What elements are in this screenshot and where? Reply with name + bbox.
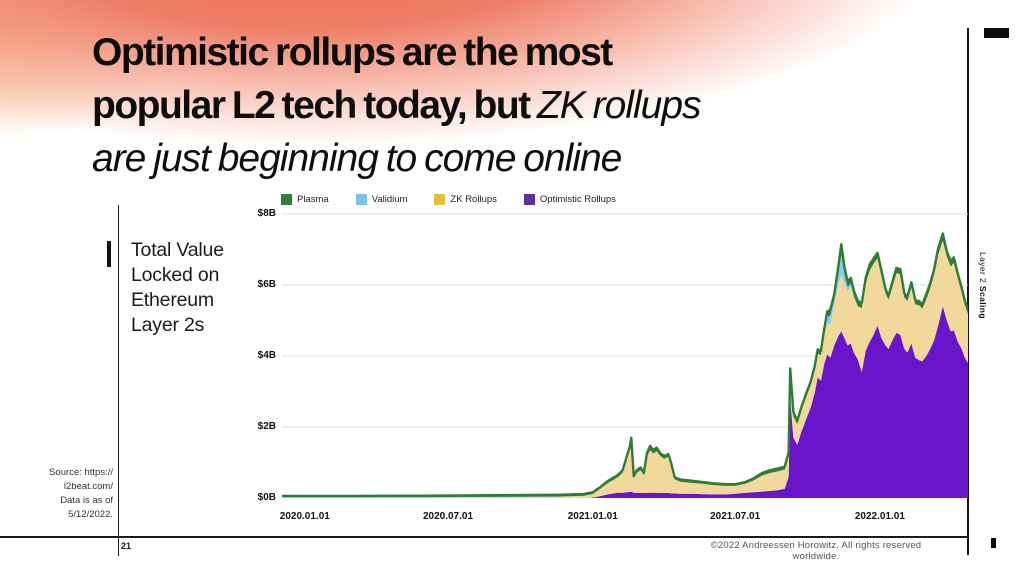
section-side-label: Layer 2 Scaling — [978, 252, 988, 362]
chart-heading-line: Locked on — [131, 264, 220, 286]
x-tick-label: 2022.01.01 — [854, 511, 905, 522]
legend-item: ZK Rollups — [434, 194, 497, 205]
legend-label: Optimistic Rollups — [539, 194, 616, 205]
area-zk-rollups — [282, 240, 968, 498]
x-tick-label: 2021.07.01 — [710, 511, 761, 522]
legend-item: Optimistic Rollups — [523, 194, 616, 205]
source-note-line: l2beat.com/ — [63, 481, 113, 492]
top-right-dash-mark — [984, 28, 1009, 38]
chart-heading-line: Ethereum — [131, 289, 214, 311]
y-tick-label: $4B — [257, 350, 276, 361]
x-tick-label: 2021.01.01 — [567, 511, 618, 522]
page-number: 21 — [121, 541, 132, 551]
title-line-1: Optimistic rollups are the most — [92, 31, 613, 74]
chart-canvas — [282, 213, 968, 498]
y-tick-label: $8B — [257, 208, 276, 219]
x-tick-label: 2020.01.01 — [279, 511, 330, 522]
legend-swatch-icon — [523, 194, 535, 205]
source-note: Source: https:// l2beat.com/Data is as of… — [18, 466, 113, 522]
area-optimistic-rollups — [282, 306, 968, 498]
y-tick-label: $2B — [257, 421, 276, 432]
chart-heading-line: Layer 2s — [131, 314, 205, 336]
legend-item: Validium — [355, 194, 408, 205]
legend-label: Validium — [371, 194, 408, 205]
copyright-footer: ©2022 Andreessen Horowitz. All rights re… — [710, 540, 922, 562]
chart-heading: Total Value Locked on Ethereum Layer 2s — [131, 238, 224, 338]
source-note-line: Source: https:// — [49, 467, 113, 478]
left-rule-line — [117, 205, 119, 556]
bottom-right-dash-mark — [991, 538, 996, 548]
legend-item: Plasma — [281, 194, 329, 205]
chart-heading-line: Total Value — [131, 239, 224, 261]
title-line-3: are just beginning to come online — [92, 137, 622, 180]
legend-label: Plasma — [297, 194, 329, 205]
side-label-regular: Layer 2 — [978, 252, 988, 286]
source-note-line: 5/12/2022. — [68, 509, 113, 520]
x-tick-label: 2020.07.01 — [422, 511, 474, 522]
heading-tick-mark — [107, 241, 111, 267]
legend-swatch-icon — [355, 194, 367, 205]
chart-legend: Plasma Validium ZK Rollups Optimistic Rollu… — [281, 194, 616, 205]
stacked-area-chart — [282, 210, 968, 500]
legend-swatch-icon — [281, 194, 292, 205]
y-tick-label: $0B — [257, 492, 276, 503]
right-rule-line — [967, 28, 969, 555]
total-top-line — [282, 232, 968, 498]
side-label-bold: Scaling — [978, 285, 988, 319]
legend-label: ZK Rollups — [450, 194, 497, 205]
footer-rule-line — [0, 536, 968, 538]
source-note-line: Data is as of — [60, 495, 113, 506]
title-line-2: popular L2 tech today, but ZK rollups — [92, 84, 702, 127]
y-tick-label: $6B — [257, 279, 276, 290]
legend-swatch-icon — [434, 194, 446, 205]
slide-title: Optimistic rollups are the most popular … — [92, 26, 882, 185]
